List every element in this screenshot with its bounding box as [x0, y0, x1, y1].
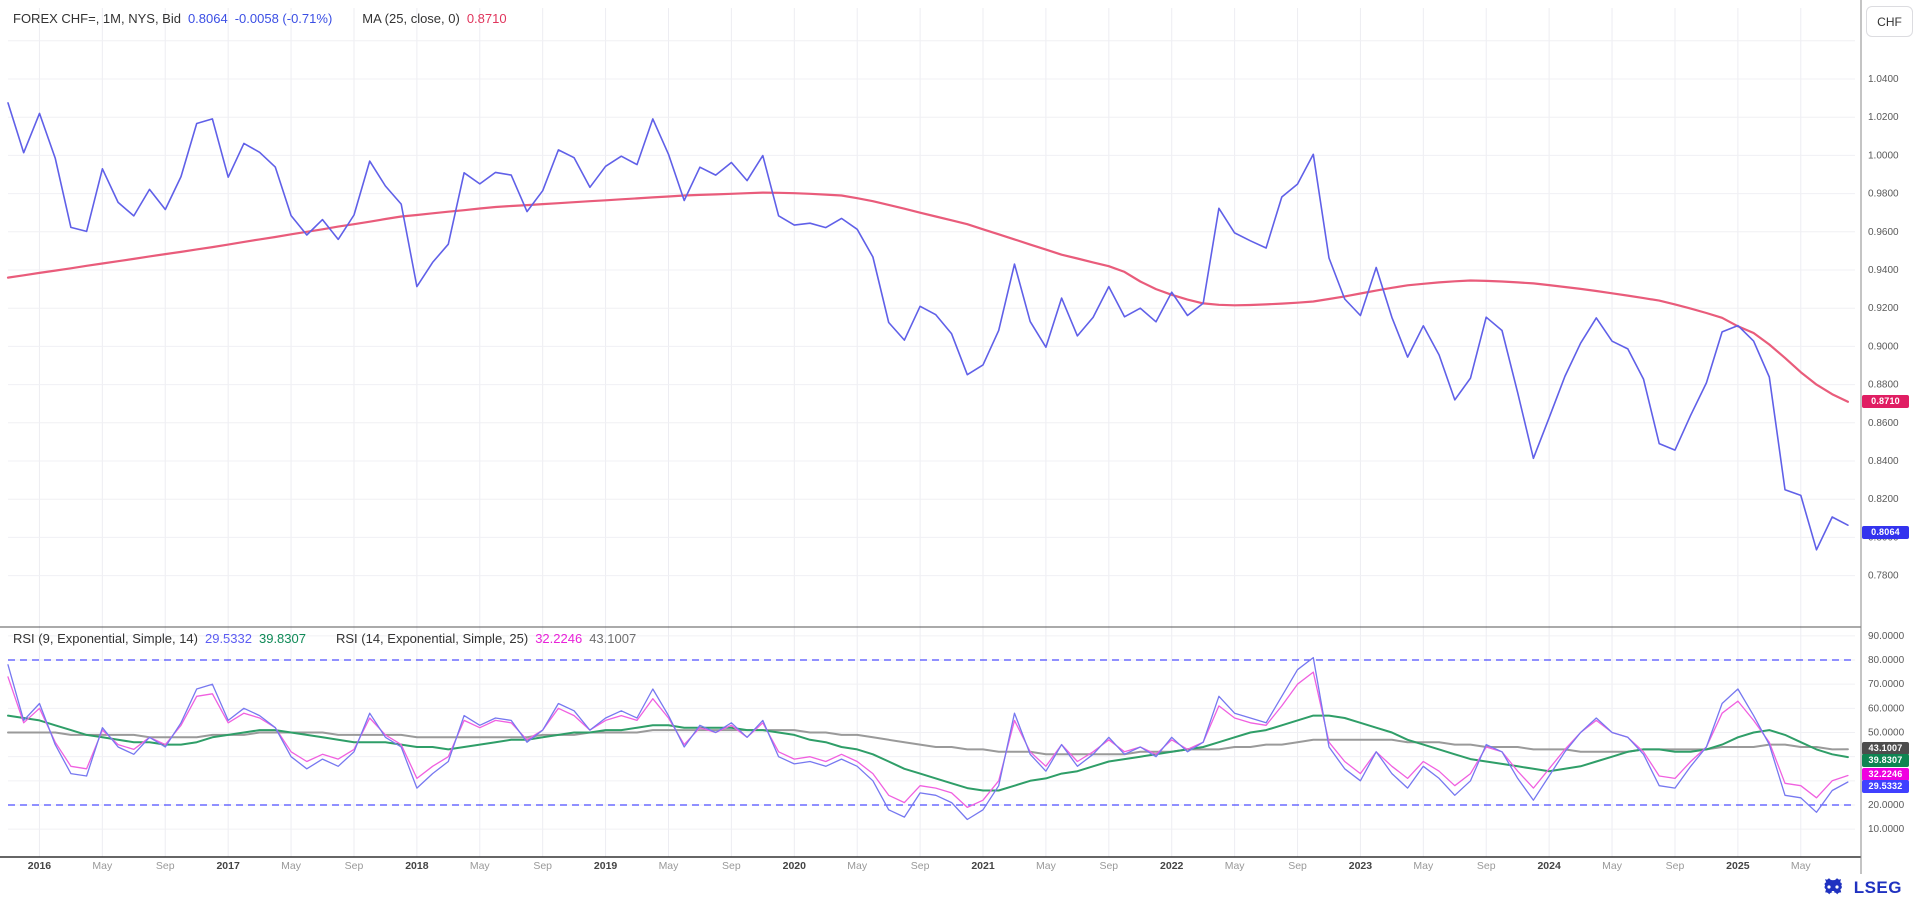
- ma-study-label: MA (25, close, 0): [362, 11, 460, 26]
- time-axis-label: 2023: [1349, 860, 1373, 872]
- time-axis-label: May: [1225, 860, 1246, 872]
- rsi-axis-label: 80.0000: [1868, 655, 1905, 666]
- instrument-label: FOREX CHF=, 1M, NYS, Bid: [13, 11, 181, 26]
- rsi9-ma-value: 39.8307: [258, 631, 306, 646]
- time-axis-label: Sep: [1477, 860, 1496, 872]
- time-axis-label: 2025: [1726, 860, 1750, 872]
- rsi14-badge: 32.2246: [1862, 768, 1909, 781]
- price-axis-label: 0.8400: [1868, 456, 1899, 467]
- time-axis-label: Sep: [533, 860, 552, 872]
- main-chart-legend[interactable]: FOREX CHF=, 1M, NYS, Bid 0.8064 -0.0058 …: [13, 11, 507, 26]
- price-line[interactable]: [7, 102, 1849, 551]
- time-axis-label: 2018: [405, 860, 429, 872]
- time-axis-label: May: [1602, 860, 1623, 872]
- lseg-logo-text: LSEG: [1853, 878, 1902, 897]
- lseg-logo: LSEG: [1818, 877, 1902, 899]
- rsi-axis-label: 60.0000: [1868, 703, 1905, 714]
- rsi-axis-label: 90.0000: [1868, 631, 1905, 642]
- time-axis-label: 2020: [783, 860, 807, 872]
- price-axis-label: 1.0000: [1868, 150, 1899, 161]
- rsi9-study-label: RSI (9, Exponential, Simple, 14): [13, 631, 198, 646]
- price-axis-label: 0.9600: [1868, 227, 1899, 238]
- price-axis-label: 0.8800: [1868, 380, 1899, 391]
- rsi9-badge: 29.5332: [1862, 780, 1909, 793]
- last-price-badge: 0.8064: [1862, 526, 1909, 539]
- last-price-value: 0.8064: [187, 11, 228, 26]
- rsi9-value: 29.5332: [204, 631, 252, 646]
- time-axis-label: May: [92, 860, 113, 872]
- time-axis-label: Sep: [722, 860, 741, 872]
- time-axis-label: Sep: [1099, 860, 1118, 872]
- currency-axis-button[interactable]: CHF: [1866, 6, 1913, 37]
- time-axis-label: 2016: [28, 860, 52, 872]
- rsi9-line[interactable]: [7, 656, 1849, 821]
- rsi14-ma25-line[interactable]: [7, 729, 1849, 756]
- price-axis-label: 0.8200: [1868, 494, 1899, 505]
- price-change-value: -0.0058 (-0.71%): [234, 11, 333, 26]
- time-axis-label: May: [1791, 860, 1812, 872]
- time-axis-label: Sep: [1666, 860, 1685, 872]
- time-axis-label: Sep: [911, 860, 930, 872]
- lseg-crest-icon: [1824, 878, 1842, 895]
- price-axis-label: 0.7800: [1868, 571, 1899, 582]
- price-axis-label: 0.9200: [1868, 303, 1899, 314]
- time-axis-label: May: [847, 860, 868, 872]
- rsi14-value: 32.2246: [535, 631, 583, 646]
- ma-study-value: 0.8710: [466, 11, 507, 26]
- rsi-axis-label: 20.0000: [1868, 800, 1905, 811]
- time-axis-label: May: [1036, 860, 1057, 872]
- time-axis-label: 2019: [594, 860, 618, 872]
- time-axis-label: May: [281, 860, 302, 872]
- time-axis-label: 2024: [1537, 860, 1561, 872]
- rsi-axis-label: 10.0000: [1868, 824, 1905, 835]
- rsi14-ma-value: 43.1007: [589, 631, 637, 646]
- time-axis-label: Sep: [1288, 860, 1307, 872]
- rsi14-line[interactable]: [7, 671, 1849, 809]
- price-axis-label: 0.9800: [1868, 189, 1899, 200]
- rsi-axis-label: 50.0000: [1868, 728, 1905, 739]
- rsi14-study-label: RSI (14, Exponential, Simple, 25): [335, 631, 529, 646]
- ma-price-badge: 0.8710: [1862, 395, 1909, 408]
- rsi9-ma-badge: 39.8307: [1862, 754, 1909, 767]
- time-axis-label: May: [1413, 860, 1434, 872]
- time-axis-label: 2022: [1160, 860, 1184, 872]
- ma25-line[interactable]: [6, 191, 1850, 403]
- time-axis-label: Sep: [345, 860, 364, 872]
- price-axis-label: 1.0200: [1868, 112, 1899, 123]
- time-axis-label: May: [470, 860, 491, 872]
- rsi14-ma-badge: 43.1007: [1862, 742, 1909, 755]
- time-axis-label: Sep: [156, 860, 175, 872]
- price-axis-label: 1.0400: [1868, 74, 1899, 85]
- rsi9-ma14-line[interactable]: [7, 714, 1849, 792]
- price-axis-label: 0.9000: [1868, 341, 1899, 352]
- rsi-axis-label: 70.0000: [1868, 679, 1905, 690]
- time-axis-label: 2017: [216, 860, 240, 872]
- price-axis-label: 0.9400: [1868, 265, 1899, 276]
- rsi-panel-legend[interactable]: RSI (9, Exponential, Simple, 14) 29.5332…: [13, 631, 636, 646]
- time-axis-label: May: [659, 860, 680, 872]
- price-axis-label: 0.8600: [1868, 418, 1899, 429]
- time-axis-label: 2021: [971, 860, 995, 872]
